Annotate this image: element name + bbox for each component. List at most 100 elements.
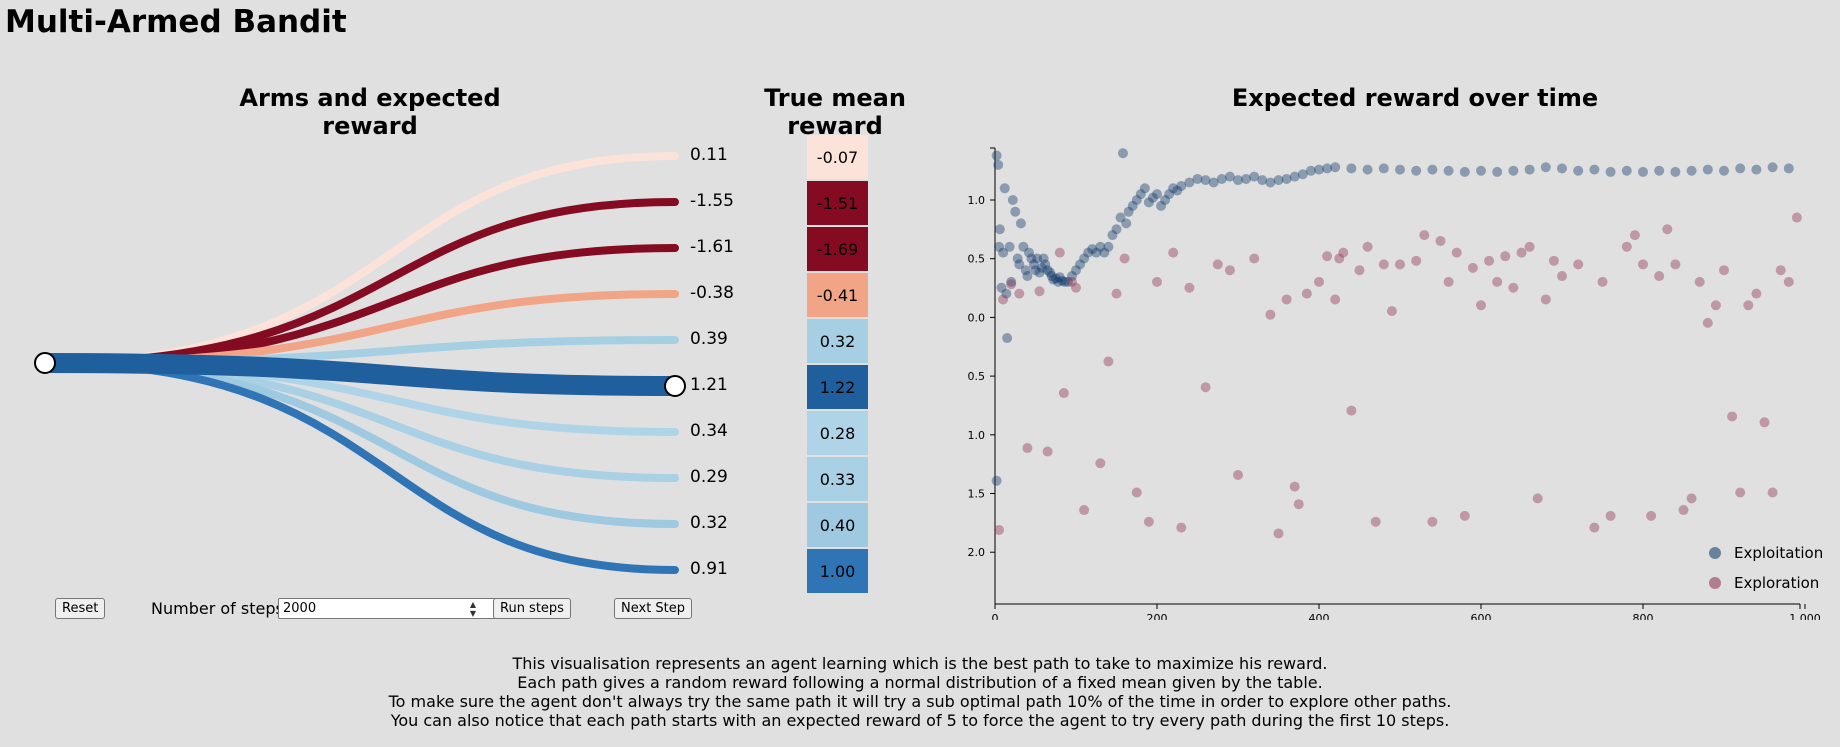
exploitation-point — [1053, 276, 1064, 287]
exploration-point — [1492, 276, 1503, 287]
exploration-point — [1597, 276, 1608, 287]
exploration-point — [1119, 253, 1130, 264]
exploitation-point — [1686, 165, 1697, 176]
exploration-point — [1152, 276, 1162, 287]
exploitation-point — [1719, 165, 1729, 176]
true-mean-cell: 0.28 — [807, 411, 868, 455]
exploitation-point — [1046, 271, 1057, 282]
exploitation-point — [1087, 244, 1098, 255]
exploration-point — [1710, 300, 1721, 311]
reset-button[interactable]: Reset — [55, 598, 106, 619]
exploration-point — [1419, 230, 1430, 241]
exploitation-point — [1783, 163, 1794, 174]
exploration-point — [1095, 458, 1106, 469]
selected-arm-node — [664, 375, 686, 397]
exploration-point — [1654, 271, 1665, 282]
exploitation-point — [996, 282, 1007, 293]
exploitation-point — [1200, 175, 1211, 186]
exploitation-point — [1057, 275, 1068, 286]
stepper-down-icon[interactable]: ▼ — [469, 609, 477, 618]
y-tick-label: 0.5 — [968, 370, 986, 383]
exploitation-point — [1042, 265, 1053, 276]
arms-section-title: Arms and expected reward — [239, 84, 501, 140]
exploitation-point — [1411, 165, 1422, 176]
exploitation-point — [1508, 165, 1519, 176]
exploitation-point — [1273, 175, 1284, 186]
exploitation-point — [1281, 173, 1292, 184]
exploration-point — [1678, 505, 1689, 516]
exploration-point — [1200, 382, 1211, 393]
exploration-point — [1289, 481, 1300, 492]
x-tick-label: 0 — [992, 612, 999, 620]
exploitation-point — [1083, 247, 1094, 258]
exploration-point — [1066, 276, 1077, 287]
next-step-button[interactable]: Next Step — [614, 598, 693, 619]
steps-stepper[interactable]: ▲ ▼ — [465, 600, 481, 619]
exploration-point — [1079, 505, 1090, 516]
exploration-point — [1743, 300, 1754, 311]
exploitation-point — [1164, 189, 1175, 200]
exploitation-point — [1115, 212, 1126, 223]
exploitation-point — [991, 150, 1002, 161]
exploration-point — [1735, 487, 1746, 498]
exploitation-point — [999, 183, 1010, 194]
chart-section-title: Expected reward over time — [1231, 84, 1599, 112]
run-steps-button[interactable]: Run steps — [493, 598, 571, 619]
exploration-point — [1727, 411, 1738, 422]
exploration-point — [1058, 388, 1069, 399]
exploitation-point — [1524, 164, 1535, 175]
arm-expected-value: 0.91 — [690, 559, 728, 579]
exploration-point — [1767, 487, 1778, 498]
exploration-point — [1143, 516, 1154, 527]
exploitation-point — [1305, 165, 1316, 176]
true-mean-cell: 0.32 — [807, 319, 868, 363]
exploitation-point — [1054, 272, 1065, 283]
exploitation-point — [1330, 162, 1341, 173]
exploration-point — [1022, 443, 1033, 454]
exploration-point — [1103, 356, 1114, 367]
exploitation-point — [1573, 165, 1584, 176]
exploration-point — [1233, 469, 1243, 480]
exploitation-point — [1034, 267, 1045, 278]
exploitation-point — [1135, 189, 1146, 200]
exploration-point — [1646, 510, 1657, 521]
exploration-point — [1451, 247, 1462, 258]
legend-exploitation-marker — [1709, 547, 1721, 559]
exploitation-point — [1176, 180, 1187, 191]
stepper-up-icon[interactable]: ▲ — [469, 600, 477, 609]
exploitation-point — [1443, 165, 1454, 176]
exploitation-point — [1156, 200, 1167, 211]
description-line: Each path gives a random reward followin… — [517, 673, 1323, 692]
exploitation-point — [1621, 165, 1632, 176]
steps-input[interactable] — [278, 598, 496, 619]
exploitation-point — [1131, 195, 1142, 205]
exploitation-point — [1314, 164, 1324, 175]
exploration-point — [1281, 294, 1292, 305]
exploration-point — [1435, 235, 1446, 246]
exploration-point — [1694, 276, 1705, 287]
exploitation-point — [1022, 271, 1033, 282]
exploration-point — [1034, 286, 1045, 297]
exploitation-point — [1036, 262, 1047, 273]
exploration-point — [1775, 265, 1786, 276]
description: This visualisation represents an agent l… — [0, 654, 1840, 730]
exploitation-point — [1289, 171, 1300, 182]
exploitation-point — [1257, 175, 1268, 186]
exploitation-point — [1378, 163, 1389, 174]
y-tick-label: 0.0 — [968, 311, 986, 324]
arm-expected-value: 0.34 — [690, 421, 728, 441]
exploitation-point — [1028, 259, 1039, 270]
exploration-point — [1670, 259, 1681, 270]
exploitation-point — [1702, 164, 1713, 175]
exploitation-point — [1127, 200, 1138, 211]
exploration-point — [1386, 306, 1397, 317]
exploration-point — [1212, 259, 1223, 270]
exploitation-point — [1024, 247, 1035, 258]
arm-expected-value: 0.32 — [690, 513, 728, 533]
exploration-point — [1395, 259, 1405, 270]
exploration-point — [1370, 516, 1381, 527]
exploitation-point — [1040, 259, 1051, 270]
exploitation-point — [1427, 164, 1438, 175]
exploitation-point — [1004, 241, 1015, 252]
exploitation-point — [1002, 333, 1013, 344]
